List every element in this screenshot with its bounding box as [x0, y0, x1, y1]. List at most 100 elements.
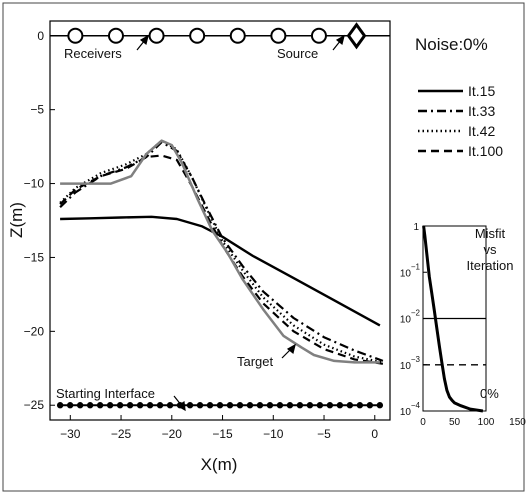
source-arrowhead — [335, 34, 345, 46]
starting-interface-node — [66, 402, 74, 409]
inset-y-tick-exponent: −3 — [411, 355, 421, 364]
x-tick-label: −25 — [111, 427, 132, 441]
x-tick-label: −5 — [317, 427, 331, 441]
starting-interface-node — [106, 402, 114, 409]
starting-interface-node — [226, 402, 234, 409]
starting-interface-node — [326, 402, 334, 409]
target-label: Target — [237, 354, 274, 369]
y-tick-label: −10 — [24, 177, 45, 191]
series-it-33 — [59, 141, 384, 362]
starting-interface-node — [336, 402, 344, 409]
starting-interface-node — [296, 402, 304, 409]
y-tick-label: −25 — [24, 398, 45, 412]
receiver-marker — [67, 27, 84, 44]
starting-interface-node — [306, 402, 314, 409]
inset-y-tick-exponent: −2 — [411, 309, 421, 318]
starting-interface-node — [276, 402, 284, 409]
legend-label: It.42 — [468, 123, 495, 139]
starting-interface-node — [286, 402, 294, 409]
starting-interface-node — [96, 402, 104, 409]
starting-interface-node — [56, 402, 64, 409]
starting-interface-node — [196, 402, 204, 409]
starting-interface-node — [206, 402, 214, 409]
x-tick-label: −15 — [212, 427, 233, 441]
starting-interface-node — [216, 402, 224, 409]
series-it-100 — [59, 154, 384, 365]
source-marker — [346, 22, 367, 50]
receiver-marker — [229, 27, 246, 44]
y-tick-label: 0 — [37, 29, 44, 43]
starting-interface-node — [136, 402, 144, 409]
starting-interface-label: Starting Interface — [56, 386, 155, 401]
annotation-arrows — [136, 34, 345, 412]
receiver-marker — [310, 27, 327, 44]
inset-title-line1: Misfit — [475, 226, 506, 241]
inset-title-line2: vs — [484, 242, 498, 257]
inset-y-tick-label: 1 — [413, 222, 419, 233]
xlabel: X(m) — [201, 455, 238, 474]
starting-interface-node — [366, 402, 374, 409]
target-arrowhead — [286, 343, 296, 355]
receiver-marker — [148, 27, 165, 44]
starting-interface-node — [186, 402, 194, 409]
starting-interface-node — [346, 402, 354, 409]
legend-label: It.15 — [468, 83, 495, 99]
main-ticks: −30 −25 −20 −15 −10 −5 0 0 −5 −10 −15 −20 −25 — [24, 29, 379, 441]
inset-y-tick-label: 10 — [400, 361, 412, 372]
receivers-label: Receivers — [64, 46, 122, 61]
starting-interface-node — [256, 402, 264, 409]
inset-y-tick-label: 10 — [400, 407, 412, 418]
y-tick-label: −20 — [24, 324, 45, 338]
series-it-15 — [60, 215, 381, 327]
inset-x-tick-label: 150 — [509, 417, 526, 428]
inset-x-tick-label: 100 — [478, 417, 495, 428]
starting-interface-node — [156, 402, 164, 409]
x-tick-label: −10 — [263, 427, 284, 441]
y-tick-label: −15 — [24, 250, 45, 264]
series-it-42 — [59, 139, 384, 364]
inset-y-tick-exponent: −1 — [411, 262, 421, 271]
starting-interface-node — [236, 402, 244, 409]
starting-interface-node — [146, 402, 154, 409]
starting-interface-node — [116, 402, 124, 409]
starting-interface-node — [76, 402, 84, 409]
legend: It.15 It.33 It.42 It.100 — [418, 83, 503, 159]
legend-label: It.33 — [468, 103, 495, 119]
x-tick-label: −20 — [162, 427, 183, 441]
receiver-marker — [107, 27, 124, 44]
starting-interface-node — [316, 402, 324, 409]
starting-interface-node — [86, 402, 94, 409]
x-tick-label: −30 — [60, 427, 81, 441]
noise-label: Noise:0% — [415, 35, 488, 54]
starting-interface-node — [126, 402, 134, 409]
y-tick-label: −5 — [30, 103, 44, 117]
source-label: Source — [277, 46, 318, 61]
starting-interface-node — [246, 402, 254, 409]
legend-label: It.100 — [468, 143, 503, 159]
figure-border — [2, 2, 525, 492]
inset-title-line3: Iteration — [467, 258, 514, 273]
starting-interface-arrowhead — [176, 400, 186, 412]
inset-annotation: 0% — [480, 386, 499, 401]
inset-y-tick-exponent: −4 — [411, 401, 421, 410]
inset-y-tick-label: 10 — [400, 268, 412, 279]
main-markers — [50, 22, 390, 50]
main-series — [56, 139, 384, 409]
inset-x-tick-label: 0 — [420, 417, 426, 428]
starting-interface-node — [356, 402, 364, 409]
starting-interface-node — [166, 402, 174, 409]
inset-series — [422, 225, 486, 413]
main-plot: −30 −25 −20 −15 −10 −5 00−5−10−15−20−25 X(m) Z… — [7, 20, 488, 474]
inset-x-tick-label: 50 — [449, 417, 461, 428]
inset-y-tick-label: 10 — [400, 315, 412, 326]
inset-misfit — [422, 225, 484, 413]
starting-interface-node — [376, 402, 384, 409]
main-plot-frame — [49, 20, 391, 421]
receiver-marker — [270, 27, 287, 44]
starting-interface-node — [266, 402, 274, 409]
x-tick-label: 0 — [371, 427, 378, 441]
ylabel: Z(m) — [7, 202, 26, 238]
